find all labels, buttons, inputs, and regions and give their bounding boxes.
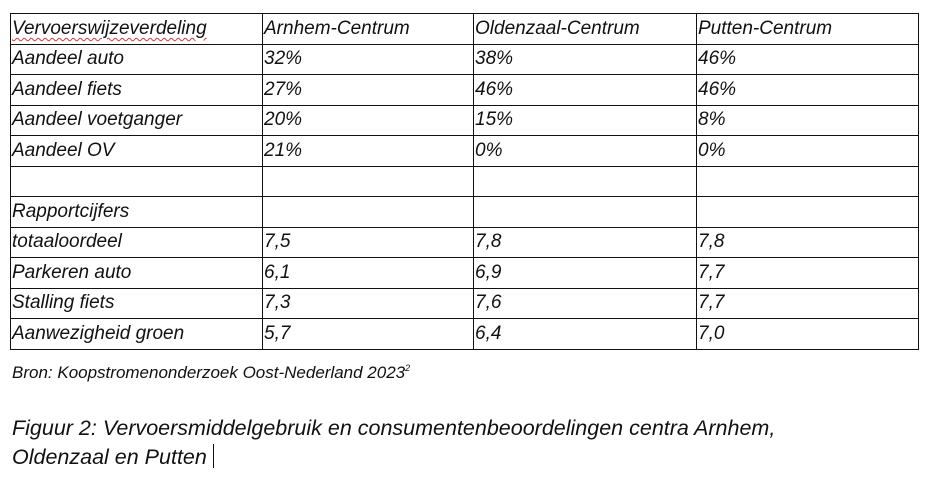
table-cell: Vervoerswijzeverdeling: [10, 13, 263, 45]
caption: Figuur 2: Vervoersmiddelgebruik en consu…: [12, 414, 872, 472]
table-cell: 20%: [262, 104, 474, 136]
table-cell: Aandeel OV: [10, 135, 263, 167]
table-cell: [696, 196, 919, 228]
table-cell: 6,1: [262, 257, 474, 289]
table-cell: [473, 196, 697, 228]
table-row: Stalling fiets 7,3 7,6 7,7: [10, 287, 919, 319]
table-cell: 46%: [696, 74, 919, 106]
table-cell: [696, 165, 919, 197]
table-cell: 21%: [262, 135, 474, 167]
table-cell: 27%: [262, 74, 474, 106]
table-cell: 7,8: [696, 226, 919, 258]
table-cell: 5,7: [262, 318, 474, 350]
table-cell: [473, 165, 697, 197]
section-row: Rapportcijfers: [10, 196, 919, 228]
table-cell: Arnhem-Centrum: [262, 13, 474, 45]
table-cell: 7,0: [696, 318, 919, 350]
table-cell: totaaloordeel: [10, 226, 263, 258]
table-cell: 6,9: [473, 257, 697, 289]
table-cell: Aandeel fiets: [10, 74, 263, 106]
table-cell: Aanwezigheid groen: [10, 318, 263, 350]
table-cell: 6,4: [473, 318, 697, 350]
table-cell: Stalling fiets: [10, 287, 263, 319]
table-cell: [262, 165, 474, 197]
table-row: Aanwezigheid groen 5,7 6,4 7,0: [10, 318, 919, 350]
table-cell: 32%: [262, 43, 474, 75]
table-row: Aandeel fiets 27% 46% 46%: [10, 74, 919, 106]
source: Bron: Koopstromenonderzoek Oost-Nederlan…: [12, 363, 410, 383]
table-cell: [10, 165, 263, 197]
table-row: Parkeren auto 6,1 6,9 7,7: [10, 257, 919, 289]
data-table: Vervoerswijzeverdeling Arnhem-Centrum Olde…: [10, 13, 919, 350]
table-row: Aandeel auto 32% 38% 46%: [10, 43, 919, 75]
table-row: Aandeel OV 21% 0% 0%: [10, 135, 919, 167]
table-cell: [262, 196, 474, 228]
table-cell: 46%: [696, 43, 919, 75]
empty-row: [10, 165, 919, 197]
source-text: Bron: Koopstromenonderzoek Oost-Nederlan…: [12, 363, 406, 382]
text-cursor: [212, 444, 214, 468]
table-cell: Putten-Centrum: [696, 13, 919, 45]
table-cell: 7,3: [262, 287, 474, 319]
table-cell: 7,7: [696, 257, 919, 289]
table-cell: 8%: [696, 104, 919, 136]
table-cell: 0%: [473, 135, 697, 167]
table-cell: 7,5: [262, 226, 474, 258]
caption-text: Figuur 2: Vervoersmiddelgebruik en consu…: [12, 416, 776, 469]
table-row: totaaloordeel 7,5 7,8 7,8: [10, 226, 919, 258]
table-row: Aandeel voetganger 20% 15% 8%: [10, 104, 919, 136]
footnote-ref: 2: [405, 363, 411, 373]
table-cell: 46%: [473, 74, 697, 106]
table-cell: Parkeren auto: [10, 257, 263, 289]
table-cell: Rapportcijfers: [10, 196, 263, 228]
table-cell: Oldenzaal-Centrum: [473, 13, 697, 45]
table-cell: Aandeel auto: [10, 43, 263, 75]
table-cell: Aandeel voetganger: [10, 104, 263, 136]
table-cell: 7,6: [473, 287, 697, 319]
table-cell: 7,7: [696, 287, 919, 319]
table-cell: 15%: [473, 104, 697, 136]
table-cell: 38%: [473, 43, 697, 75]
table-cell: 0%: [696, 135, 919, 167]
header-row: Vervoerswijzeverdeling Arnhem-Centrum Olde…: [10, 13, 919, 45]
table-cell: 7,8: [473, 226, 697, 258]
